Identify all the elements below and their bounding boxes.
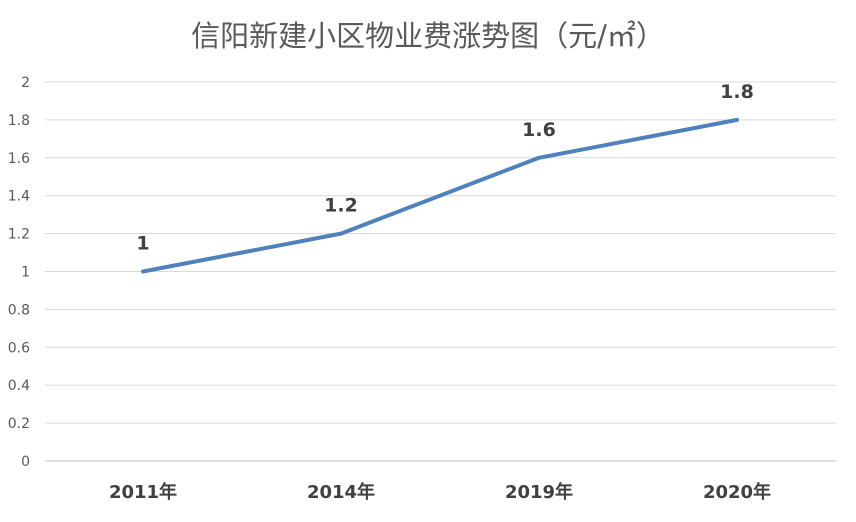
x-tick-label: 2014年 xyxy=(307,481,375,503)
y-tick-label: 1.8 xyxy=(8,113,30,129)
grid-layer xyxy=(45,81,836,462)
y-tick-label: 2 xyxy=(21,75,30,91)
y-tick-label: 0.6 xyxy=(8,340,30,356)
series-layer xyxy=(141,117,739,274)
y-tick-label: 1.2 xyxy=(8,227,30,243)
x-tick-label: 2020年 xyxy=(703,481,771,503)
y-axis-ticks: 0 0.2 0.4 0.6 0.8 1 1.2 1.4 1.6 1.8 2 xyxy=(8,75,30,470)
x-tick-label: 2011年 xyxy=(109,481,177,503)
data-label: 1 xyxy=(136,233,149,255)
y-tick-label: 1.6 xyxy=(8,151,30,167)
y-tick-label: 0.4 xyxy=(8,378,30,394)
chart-title: 信阳新建小区物业费涨势图（元/㎡） xyxy=(191,19,665,53)
y-tick-label: 0.8 xyxy=(8,302,30,318)
y-tick-label: 0.2 xyxy=(8,416,30,432)
data-label: 1.6 xyxy=(522,119,556,141)
y-tick-label: 1.4 xyxy=(8,189,30,205)
y-tick-label: 1 xyxy=(21,265,30,281)
x-axis-ticks: 2011年 2014年 2019年 2020年 xyxy=(109,481,771,503)
data-label: 1.2 xyxy=(324,195,358,217)
x-tick-label: 2019年 xyxy=(505,481,573,503)
data-label: 1.8 xyxy=(720,81,754,103)
series-line xyxy=(141,117,739,274)
data-labels: 1 1.2 1.6 1.8 xyxy=(136,81,753,255)
y-tick-label: 0 xyxy=(21,454,30,470)
